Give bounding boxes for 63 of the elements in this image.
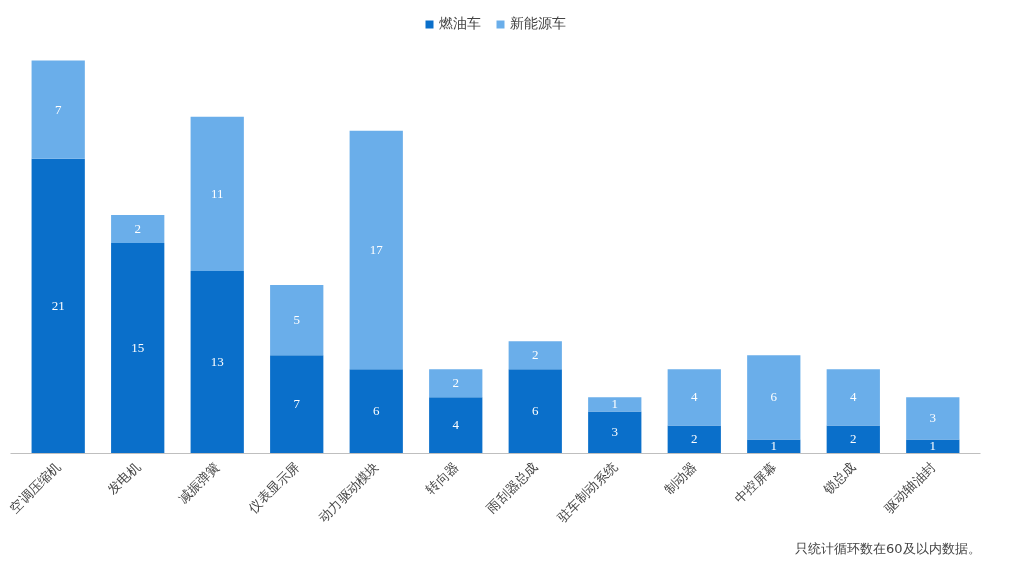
text: 只统计循环数在60及以内数据。	[794, 540, 981, 556]
bar	[588, 397, 642, 412]
bar	[588, 411, 642, 454]
data-label: 11	[210, 185, 224, 201]
x-tick-label: 驻车制动系统	[554, 459, 621, 525]
bar	[31, 60, 85, 159]
x-tick-label: 减振弹簧	[175, 459, 223, 507]
legend-label: 燃油车	[439, 15, 481, 33]
data-label: 6	[372, 403, 380, 419]
x-tick-label: 转向器	[422, 459, 462, 498]
data-label: 1	[770, 438, 778, 454]
data-label: 2	[850, 431, 857, 447]
bar	[349, 369, 403, 454]
data-label: 4	[452, 417, 460, 433]
data-label: 15	[131, 340, 145, 356]
data-label: 1	[611, 396, 619, 412]
bar	[31, 158, 85, 454]
bar	[111, 242, 165, 454]
data-label: 4	[691, 389, 699, 405]
data-label: 17	[369, 241, 384, 257]
bar	[906, 397, 960, 440]
bar	[508, 369, 562, 454]
x-tick-label: 制动器	[661, 459, 700, 498]
data-label: 2	[532, 347, 539, 363]
x-tick-label: 中控屏幕	[731, 459, 780, 507]
data-label: 6	[770, 389, 778, 405]
x-tick-label: 仪表显示屏	[245, 459, 303, 516]
bar	[747, 439, 801, 454]
bar	[508, 341, 562, 370]
data-label: 2	[452, 375, 459, 391]
x-tick-label: 锁总成	[819, 459, 859, 499]
bar	[349, 130, 403, 370]
bar	[667, 369, 721, 426]
data-label: 7	[54, 101, 62, 117]
data-label: 3	[611, 424, 619, 440]
data-label: 2	[134, 220, 141, 236]
data-label: 2	[691, 431, 698, 447]
bar	[190, 116, 244, 272]
bar	[826, 369, 880, 426]
data-label: 6	[532, 403, 539, 419]
bar	[667, 425, 721, 454]
data-label: 7	[293, 396, 301, 412]
data-label: 1	[929, 438, 937, 454]
data-label: 13	[210, 354, 224, 370]
bar	[747, 355, 801, 440]
x-tick-label: 发电机	[104, 459, 144, 498]
bar	[826, 425, 880, 454]
x-tick-label: 动力驱动模块	[315, 459, 382, 525]
bar	[270, 285, 324, 356]
bar	[429, 397, 483, 454]
x-tick-label: 空调压缩机	[6, 459, 64, 516]
data-label: 3	[929, 410, 937, 426]
bar	[270, 355, 324, 454]
bar	[429, 369, 483, 398]
data-label: 5	[293, 312, 300, 328]
x-tick-label: 驱动轴油封	[881, 459, 939, 516]
bar	[906, 439, 960, 454]
data-label: 21	[51, 298, 65, 314]
x-tick-label: 雨刮器总成	[483, 459, 541, 516]
bar	[111, 214, 165, 243]
bar	[190, 271, 244, 454]
legend-label: 新能源车	[510, 15, 566, 33]
data-label: 4	[850, 389, 858, 405]
